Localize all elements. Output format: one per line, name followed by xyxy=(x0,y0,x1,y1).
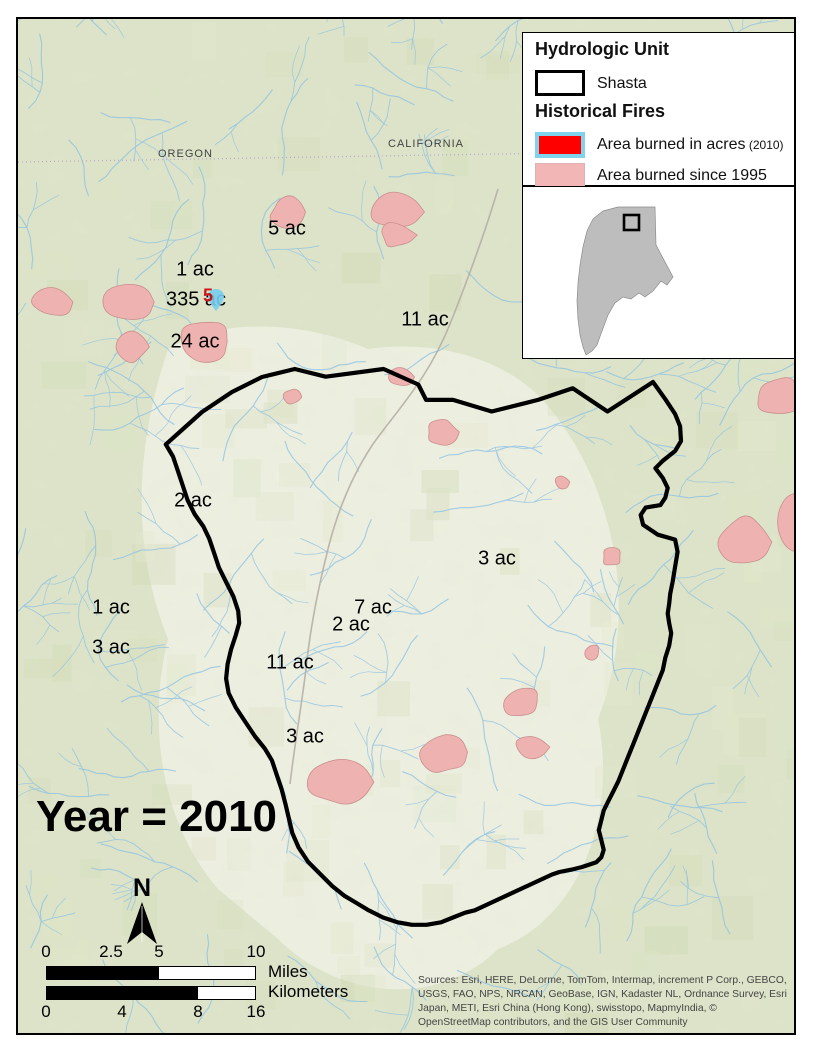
svg-text:OREGON: OREGON xyxy=(158,148,213,160)
svg-text:N: N xyxy=(133,876,151,902)
svg-text:CALIFORNIA: CALIFORNIA xyxy=(388,138,464,150)
